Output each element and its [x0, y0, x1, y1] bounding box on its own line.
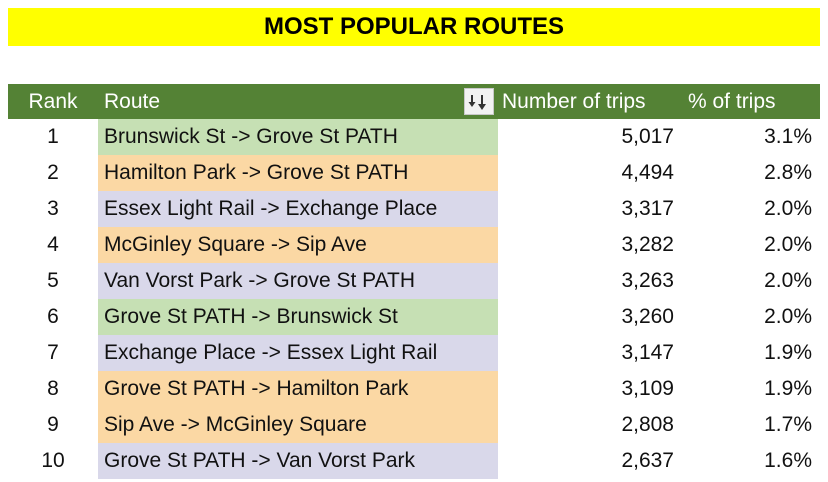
header-number-of-trips[interactable]: Number of trips [502, 89, 646, 113]
table-row[interactable]: 10 Grove St PATH -> Van Vorst Park 2,637 1.… [8, 443, 820, 479]
percent-cell[interactable]: 2.0% [764, 305, 812, 328]
table-body: 1 Brunswick St -> Grove St PATH 5,017 3.1% 2… [8, 119, 820, 479]
table-row[interactable]: 2 Hamilton Park -> Grove St PATH 4,494 2.8% [8, 155, 820, 191]
page-title: MOST POPULAR ROUTES [263, 13, 564, 40]
trips-cell[interactable]: 3,147 [621, 341, 674, 364]
header-percent-of-trips[interactable]: % of trips [688, 89, 776, 113]
trips-cell[interactable]: 5,017 [621, 125, 674, 148]
route-cell[interactable]: Grove St PATH -> Van Vorst Park [98, 443, 498, 479]
rank-cell[interactable]: 1 [47, 125, 59, 148]
percent-cell[interactable]: 1.9% [764, 341, 812, 364]
header-route[interactable]: Route [98, 84, 498, 119]
percent-cell[interactable]: 2.8% [764, 161, 812, 184]
route-cell[interactable]: Brunswick St -> Grove St PATH [98, 119, 498, 155]
trips-cell[interactable]: 4,494 [621, 161, 674, 184]
sort-descending-icon [468, 94, 486, 110]
rank-cell[interactable]: 5 [47, 269, 59, 292]
table-row[interactable]: 9 Sip Ave -> McGinley Square 2,808 1.7% [8, 407, 820, 443]
route-cell[interactable]: Essex Light Rail -> Exchange Place [98, 191, 498, 227]
table-row[interactable]: 7 Exchange Place -> Essex Light Rail 3,147… [8, 335, 820, 371]
rank-cell[interactable]: 3 [47, 197, 59, 220]
rank-cell[interactable]: 8 [47, 377, 59, 400]
routes-table: Rank Route Number of trips % of trips 1 B… [8, 84, 820, 479]
table-row[interactable]: 3 Essex Light Rail -> Exchange Place 3,317… [8, 191, 820, 227]
header-rank[interactable]: Rank [28, 89, 78, 113]
rank-cell[interactable]: 7 [47, 341, 59, 364]
sort-filter-button[interactable] [464, 88, 494, 115]
table-row[interactable]: 4 McGinley Square -> Sip Ave 3,282 2.0% [8, 227, 820, 263]
trips-cell[interactable]: 2,637 [621, 449, 674, 472]
percent-cell[interactable]: 2.0% [764, 197, 812, 220]
trips-cell[interactable]: 3,317 [621, 197, 674, 220]
table-header: Rank Route Number of trips % of trips [8, 84, 820, 119]
percent-cell[interactable]: 2.0% [764, 233, 812, 256]
percent-cell[interactable]: 1.6% [764, 449, 812, 472]
percent-cell[interactable]: 1.7% [764, 413, 812, 436]
trips-cell[interactable]: 3,109 [621, 377, 674, 400]
trips-cell[interactable]: 3,282 [621, 233, 674, 256]
trips-cell[interactable]: 3,260 [621, 305, 674, 328]
trips-cell[interactable]: 3,263 [621, 269, 674, 292]
table-row[interactable]: 8 Grove St PATH -> Hamilton Park 3,109 1.9% [8, 371, 820, 407]
header-route-label: Route [104, 89, 161, 113]
table-row[interactable]: 5 Van Vorst Park -> Grove St PATH 3,263 2.0… [8, 263, 820, 299]
percent-cell[interactable]: 1.9% [764, 377, 812, 400]
percent-cell[interactable]: 3.1% [764, 125, 812, 148]
route-cell[interactable]: Van Vorst Park -> Grove St PATH [98, 263, 498, 299]
percent-cell[interactable]: 2.0% [764, 269, 812, 292]
rank-cell[interactable]: 9 [47, 413, 59, 436]
rank-cell[interactable]: 2 [47, 161, 59, 184]
route-cell[interactable]: Exchange Place -> Essex Light Rail [98, 335, 498, 371]
route-cell[interactable]: Grove St PATH -> Brunswick St [98, 299, 498, 335]
table-row[interactable]: 1 Brunswick St -> Grove St PATH 5,017 3.1% [8, 119, 820, 155]
rank-cell[interactable]: 6 [47, 305, 59, 328]
table-row[interactable]: 6 Grove St PATH -> Brunswick St 3,260 2.0% [8, 299, 820, 335]
route-cell[interactable]: Grove St PATH -> Hamilton Park [98, 371, 498, 407]
trips-cell[interactable]: 2,808 [621, 413, 674, 436]
route-cell[interactable]: Sip Ave -> McGinley Square [98, 407, 498, 443]
rank-cell[interactable]: 10 [41, 449, 65, 472]
route-cell[interactable]: Hamilton Park -> Grove St PATH [98, 155, 498, 191]
route-cell[interactable]: McGinley Square -> Sip Ave [98, 227, 498, 263]
title-banner: MOST POPULAR ROUTES [8, 8, 820, 46]
rank-cell[interactable]: 4 [47, 233, 59, 256]
